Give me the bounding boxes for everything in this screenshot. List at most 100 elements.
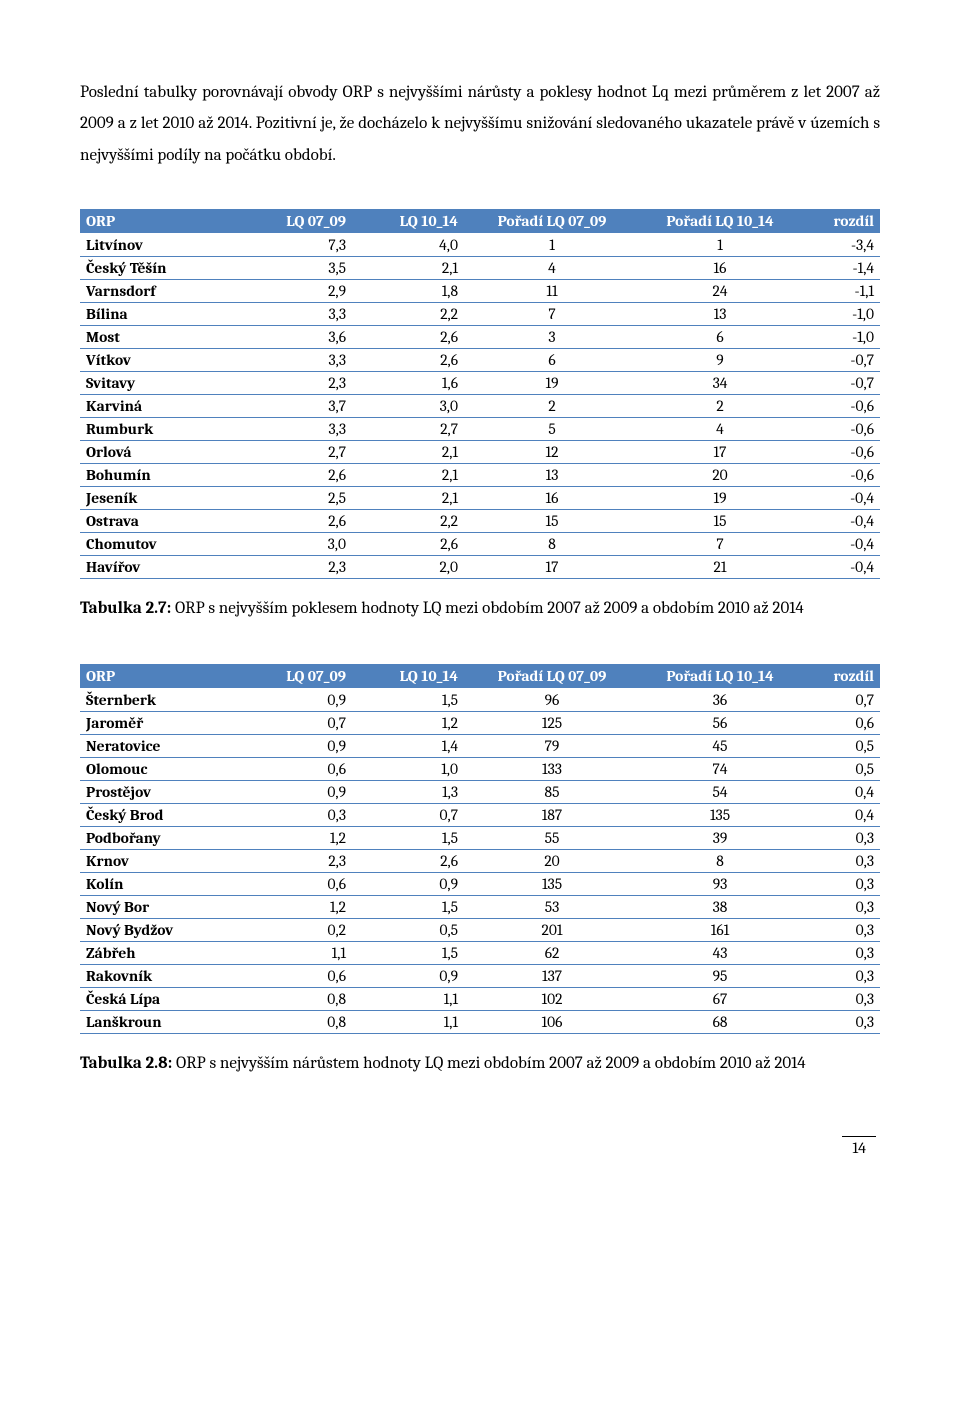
table-cell: 2,1	[352, 464, 464, 487]
table-row: Olomouc0,61,0133740,5	[80, 757, 880, 780]
table-header-row: ORP LQ 07_09 LQ 10_14 Pořadí LQ 07_09 Po…	[80, 209, 880, 234]
table-cell: Nový Bor	[80, 895, 240, 918]
table-row: Podbořany1,21,555390,3	[80, 826, 880, 849]
table-cell: 7	[640, 533, 800, 556]
table-1: ORP LQ 07_09 LQ 10_14 Pořadí LQ 07_09 Po…	[80, 209, 880, 579]
table-cell: 2,2	[352, 510, 464, 533]
table-row: Bílina3,32,2713-1,0	[80, 303, 880, 326]
table-cell: Český Brod	[80, 803, 240, 826]
table-row: Rumburk3,32,754-0,6	[80, 418, 880, 441]
table-cell: 0,3	[800, 1010, 880, 1033]
table-cell: 2,0	[352, 556, 464, 579]
table-cell: Český Těšín	[80, 257, 240, 280]
col-lq1014: LQ 10_14	[352, 664, 464, 689]
table-cell: 2,6	[240, 464, 352, 487]
table-cell: 1,5	[352, 688, 464, 711]
table-cell: 125	[464, 711, 640, 734]
page-number: 14	[842, 1136, 876, 1157]
col-poradi1014: Pořadí LQ 10_14	[640, 664, 800, 689]
table-cell: 0,2	[240, 918, 352, 941]
col-rozdil: rozdíl	[800, 664, 880, 689]
table-cell: Šternberk	[80, 688, 240, 711]
table-cell: Chomutov	[80, 533, 240, 556]
table-cell: 43	[640, 941, 800, 964]
table-row: Český Brod0,30,71871350,4	[80, 803, 880, 826]
table-cell: Orlová	[80, 441, 240, 464]
table-cell: -0,7	[800, 372, 880, 395]
table-cell: 3,7	[240, 395, 352, 418]
table-cell: 1,2	[240, 826, 352, 849]
table-row: Nový Bydžov0,20,52011610,3	[80, 918, 880, 941]
table-cell: 96	[464, 688, 640, 711]
table-cell: 62	[464, 941, 640, 964]
caption-label: Tabulka 2.8:	[80, 1054, 172, 1073]
table-cell: 1,1	[240, 941, 352, 964]
col-lq1014: LQ 10_14	[352, 209, 464, 234]
table-cell: 74	[640, 757, 800, 780]
table-cell: 0,8	[240, 1010, 352, 1033]
table-cell: 0,5	[352, 918, 464, 941]
table-cell: -0,7	[800, 349, 880, 372]
table-cell: 0,9	[352, 964, 464, 987]
table-cell: 39	[640, 826, 800, 849]
table-cell: 3,6	[240, 326, 352, 349]
table-cell: -0,6	[800, 441, 880, 464]
table-row: Bohumín2,62,11320-0,6	[80, 464, 880, 487]
table-cell: 20	[640, 464, 800, 487]
table-cell: 19	[464, 372, 640, 395]
table-cell: 137	[464, 964, 640, 987]
table-1-caption: Tabulka 2.7: ORP s nejvyšším poklesem ho…	[80, 596, 880, 622]
table-cell: Lanškroun	[80, 1010, 240, 1033]
table-cell: 102	[464, 987, 640, 1010]
table-cell: Zábřeh	[80, 941, 240, 964]
table-cell: -0,4	[800, 556, 880, 579]
table-row: Nový Bor1,21,553380,3	[80, 895, 880, 918]
table-row: Havířov2,32,01721-0,4	[80, 556, 880, 579]
table-cell: 0,6	[240, 872, 352, 895]
table-cell: 7,3	[240, 234, 352, 257]
table-cell: 2	[640, 395, 800, 418]
table-row: Rakovník0,60,9137950,3	[80, 964, 880, 987]
col-lq0709: LQ 07_09	[240, 664, 352, 689]
table-cell: 15	[640, 510, 800, 533]
table-cell: 135	[464, 872, 640, 895]
table-cell: -1,1	[800, 280, 880, 303]
table-cell: -0,4	[800, 533, 880, 556]
table-cell: 0,3	[800, 987, 880, 1010]
table-cell: 45	[640, 734, 800, 757]
table-row: Lanškroun0,81,1106680,3	[80, 1010, 880, 1033]
table-cell: Havířov	[80, 556, 240, 579]
table-cell: 21	[640, 556, 800, 579]
table-cell: 2,6	[352, 849, 464, 872]
table-cell: 19	[640, 487, 800, 510]
table-cell: 2,1	[352, 257, 464, 280]
table-cell: Kolín	[80, 872, 240, 895]
table-cell: 3,5	[240, 257, 352, 280]
table-row: Most3,62,636-1,0	[80, 326, 880, 349]
table-cell: 9	[640, 349, 800, 372]
table-cell: 0,9	[240, 688, 352, 711]
caption-text: ORP s nejvyšším nárůstem hodnoty LQ mezi…	[172, 1054, 805, 1073]
table-cell: -1,4	[800, 257, 880, 280]
table-row: Neratovice0,91,479450,5	[80, 734, 880, 757]
table-row: Orlová2,72,11217-0,6	[80, 441, 880, 464]
table-cell: 3,3	[240, 303, 352, 326]
table-cell: 1,2	[240, 895, 352, 918]
table-cell: 54	[640, 780, 800, 803]
table-cell: 2,7	[240, 441, 352, 464]
table-cell: 12	[464, 441, 640, 464]
caption-text: ORP s nejvyšším poklesem hodnoty LQ mezi…	[171, 599, 804, 618]
table-cell: -3,4	[800, 234, 880, 257]
table-cell: Olomouc	[80, 757, 240, 780]
table-cell: 133	[464, 757, 640, 780]
table-cell: 8	[464, 533, 640, 556]
table-cell: 135	[640, 803, 800, 826]
table-cell: 1,0	[352, 757, 464, 780]
table-cell: 2,2	[352, 303, 464, 326]
table-cell: 1,5	[352, 941, 464, 964]
table-row: Ostrava2,62,21515-0,4	[80, 510, 880, 533]
table-cell: Česká Lípa	[80, 987, 240, 1010]
table-cell: 0,6	[800, 711, 880, 734]
table-cell: 53	[464, 895, 640, 918]
table-row: Šternberk0,91,596360,7	[80, 688, 880, 711]
